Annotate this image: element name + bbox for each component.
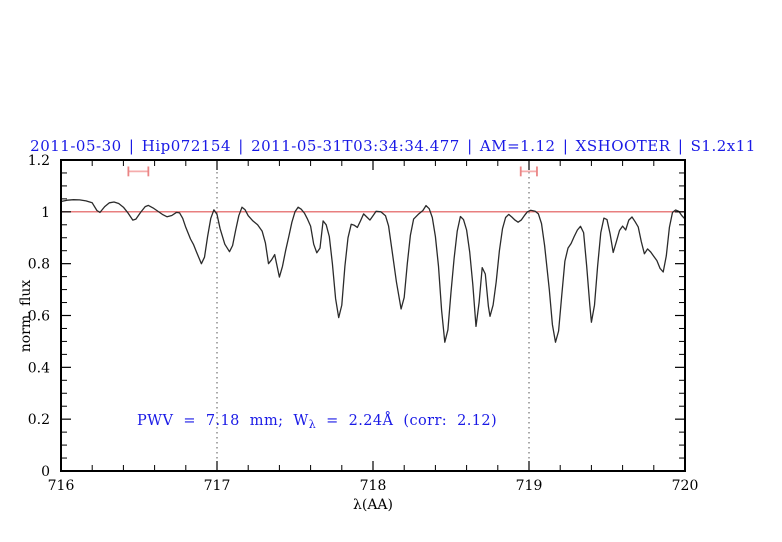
pwv-annotation-lambda-subscript: λ <box>309 418 316 431</box>
spectrum-line <box>60 199 686 343</box>
y-tick-label: 0.2 <box>28 412 50 428</box>
x-tick-label: 716 <box>48 478 75 494</box>
pwv-annotation-suffix: = 2.24Å (corr: 2.12) <box>316 411 497 429</box>
plot-area: 716 717 718 719 720 0 0.2 0.4 0.6 0.8 1 1.2 <box>28 153 699 494</box>
y-tick-label: 1.2 <box>28 153 50 169</box>
pwv-annotation-prefix: PWV = 7.18 mm; W <box>137 413 309 429</box>
x-tick-label: 719 <box>516 478 543 494</box>
pwv-annotation: PWV = 7.18 mm; Wλ = 2.24Å (corr: 2.12) <box>137 411 497 431</box>
chart-title: 2011-05-30 | Hip072154 | 2011-05-31T03:3… <box>30 137 756 155</box>
y-tick-label: 0.8 <box>28 257 50 273</box>
plot-frame <box>60 159 686 472</box>
x-axis-label: λ(AA) <box>353 497 393 513</box>
y-tick-label: 0.4 <box>28 360 50 376</box>
y-tick-label: 0.6 <box>28 309 50 325</box>
y-axis-label: norm. flux <box>18 280 34 353</box>
y-tick-label: 1 <box>41 205 50 221</box>
x-tick-label: 718 <box>360 478 387 494</box>
y-tick-label: 0 <box>41 464 50 480</box>
x-tick-label: 717 <box>204 478 231 494</box>
x-tick-label: 720 <box>672 478 699 494</box>
